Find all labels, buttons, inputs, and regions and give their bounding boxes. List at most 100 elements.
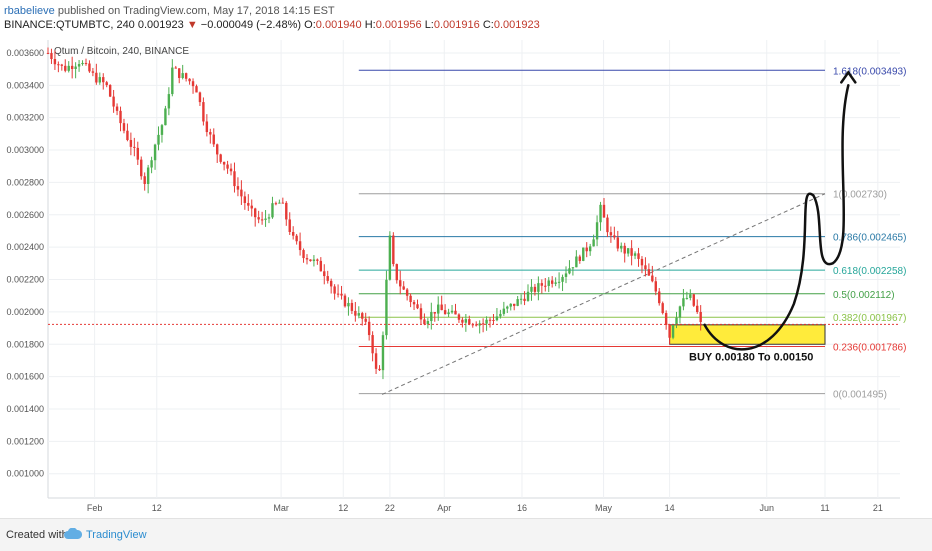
- candle-body: [140, 159, 143, 177]
- candle-body: [309, 259, 312, 262]
- candle-body: [485, 319, 488, 324]
- candle-body: [540, 283, 544, 286]
- last-price: 0.001923: [137, 19, 184, 31]
- buy-zone-label: BUY 0.00180 To 0.00150: [689, 351, 813, 363]
- candle-body: [178, 68, 181, 78]
- candle-body: [64, 65, 67, 71]
- y-tick-label: 0.001000: [6, 469, 44, 479]
- candle-body: [323, 271, 326, 277]
- candle-body: [136, 147, 139, 160]
- candle-body: [585, 247, 588, 252]
- publish-info: rbabelieve published on TradingView.com,…: [4, 5, 335, 17]
- chart-area[interactable]: 0.003600 0.003400 0.003200 0.003000 0.002800…: [0, 38, 932, 518]
- candle-body: [195, 86, 198, 93]
- open-value: 0.001940: [315, 19, 362, 31]
- candle-body: [108, 85, 112, 97]
- candle-body: [616, 237, 620, 249]
- candle-body: [202, 102, 205, 122]
- down-arrow-icon: ▼: [186, 19, 198, 31]
- candle-body: [661, 303, 664, 314]
- candle-body: [371, 335, 374, 354]
- candle-body: [53, 59, 57, 65]
- candle-body: [343, 295, 347, 307]
- candle-body: [447, 312, 450, 315]
- y-tick-label: 0.001400: [6, 404, 44, 414]
- candle-body: [46, 52, 50, 54]
- fib-label-0.382: 0.382(0.001967): [833, 313, 906, 324]
- candle-body: [423, 319, 426, 325]
- candle-body: [150, 160, 153, 168]
- candle-body: [171, 67, 174, 95]
- x-tick-label: 12: [338, 503, 348, 513]
- y-tick-label: 0.001800: [6, 339, 44, 349]
- y-tick-label: 0.003400: [6, 80, 44, 90]
- candle-body: [329, 280, 333, 287]
- candle-body: [564, 273, 568, 277]
- candle-body: [571, 267, 575, 269]
- open-label: O:: [304, 19, 316, 31]
- candle-body: [291, 232, 295, 236]
- candle-body: [157, 134, 160, 145]
- candle-body: [595, 222, 599, 240]
- published-text: published on TradingView.com, May 17, 20…: [57, 5, 335, 17]
- high-value: 0.001956: [375, 19, 422, 31]
- symbol-label: BINANCE:QTUMBTC, 240: [4, 19, 135, 31]
- candle-body: [464, 319, 468, 323]
- candle-body: [274, 203, 278, 205]
- candle-body: [316, 259, 319, 261]
- candle-body: [205, 121, 209, 133]
- candle-body: [57, 64, 60, 66]
- tradingview-brand-link[interactable]: TradingView: [86, 529, 147, 541]
- candle-body: [557, 281, 561, 283]
- x-tick-label: Feb: [87, 503, 103, 513]
- candle-body: [640, 258, 644, 266]
- candle-body: [664, 313, 668, 326]
- candle-body: [578, 256, 582, 261]
- candle-body: [378, 368, 381, 371]
- plot-background: [48, 40, 900, 498]
- candle-body: [533, 286, 537, 292]
- candle-body: [575, 256, 578, 268]
- fib-label-0.236: 0.236(0.001786): [833, 343, 906, 354]
- price-chart[interactable]: 0.003600 0.003400 0.003200 0.003000 0.002800…: [0, 38, 932, 518]
- fib-label-0.5: 0.5(0.002112): [833, 290, 895, 301]
- buy-zone-box: [669, 324, 826, 345]
- chart-title: Qtum / Bitcoin, 240, BINANCE: [54, 46, 189, 57]
- candle-body: [506, 306, 509, 309]
- projection-arrow-icon: [840, 70, 857, 84]
- y-tick-label: 0.003200: [6, 113, 44, 123]
- author-link[interactable]: rbabelieve: [4, 5, 55, 17]
- candle-body: [478, 323, 481, 326]
- candle-body: [433, 312, 436, 314]
- candle-body: [60, 64, 64, 66]
- candle-body: [233, 171, 236, 187]
- candle-body: [475, 324, 478, 326]
- candle-body: [623, 245, 626, 254]
- candle-body: [91, 71, 95, 73]
- candle-body: [295, 235, 298, 242]
- candle-body: [247, 203, 250, 206]
- candle-body: [84, 62, 88, 64]
- candle-body: [671, 324, 675, 338]
- y-tick-label: 0.002200: [6, 275, 44, 285]
- candle-body: [374, 353, 378, 369]
- candle-body: [392, 235, 395, 265]
- candle-body: [129, 140, 133, 147]
- candle-body: [419, 308, 423, 320]
- candle-body: [613, 235, 616, 238]
- candle-body: [226, 164, 229, 169]
- candle-body: [312, 259, 316, 262]
- candle-body: [606, 217, 609, 233]
- candle-body: [250, 205, 253, 209]
- candle-body: [160, 125, 164, 135]
- candle-body: [488, 319, 492, 321]
- candle-body: [191, 81, 195, 87]
- candle-body: [512, 303, 516, 306]
- candle-body: [554, 282, 557, 284]
- x-tick-label: 14: [665, 503, 675, 513]
- candle-body: [70, 65, 74, 70]
- candle-body: [122, 123, 126, 131]
- candle-body: [354, 310, 357, 316]
- candle-body: [588, 246, 592, 252]
- candle-body: [592, 239, 595, 247]
